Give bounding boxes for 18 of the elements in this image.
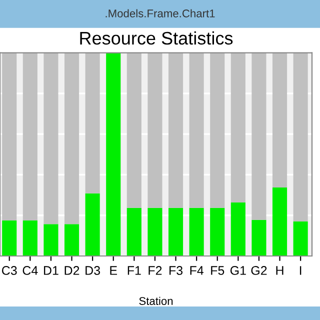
x-tick-label: I: [300, 266, 302, 275]
x-tick-label: F3: [169, 266, 183, 275]
x-tick-label: E: [110, 266, 117, 275]
x-tick-label: G2: [251, 266, 267, 275]
x-tick-label: D1: [44, 266, 58, 275]
x-axis-title: Station: [139, 296, 173, 305]
x-tick-label: C3: [2, 266, 17, 275]
x-tick-label: F1: [128, 266, 141, 275]
text: .Models.Frame.Chart1: [106, 9, 215, 18]
x-tick-label: D3: [86, 266, 100, 275]
x-tick-label: G1: [230, 266, 246, 275]
x-tick-label: F5: [211, 266, 224, 275]
chart-title: Resource Statistics: [80, 31, 233, 45]
x-tick-label: H: [276, 266, 284, 275]
x-tick-label: F2: [148, 266, 162, 275]
x-tick-label: F4: [190, 266, 204, 275]
x-tick-label: D2: [64, 266, 80, 275]
x-tick-label: C4: [22, 266, 38, 275]
